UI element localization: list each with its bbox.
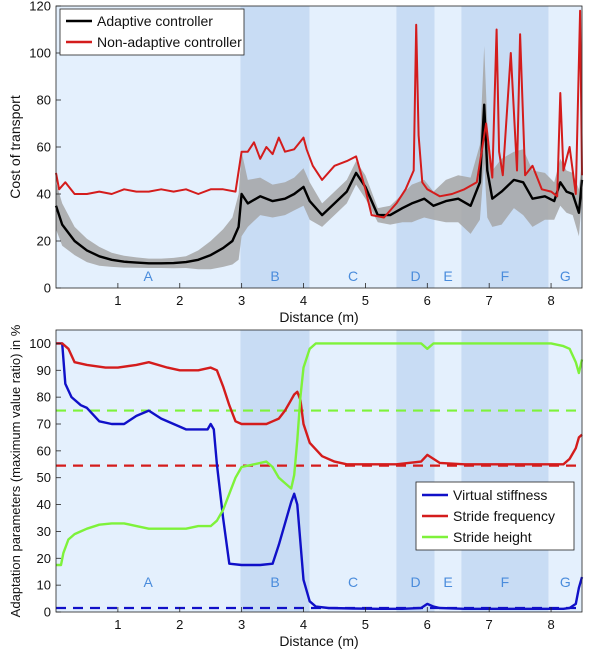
- region-label-b: B: [270, 268, 279, 284]
- y-tick-label: 60: [37, 140, 51, 155]
- x-tick-label: 3: [238, 293, 245, 308]
- region-label-g: G: [560, 574, 571, 590]
- adaptive-controller-band: [56, 46, 582, 270]
- plot-frame: [55, 329, 583, 613]
- series-line-stride-height: [56, 342, 584, 567]
- x-tick-label: 4: [300, 293, 307, 308]
- region-label-d: D: [410, 574, 420, 590]
- y-tick-label: 30: [37, 524, 51, 539]
- region-g: [548, 330, 582, 612]
- y-tick-label: 20: [37, 234, 51, 249]
- y-tick-label: 0: [44, 281, 51, 296]
- y-tick-label: 80: [37, 93, 51, 108]
- x-tick-label: 7: [486, 293, 493, 308]
- region-label-b: B: [270, 574, 279, 590]
- x-tick-label: 6: [424, 617, 431, 632]
- region-label-f: F: [501, 268, 510, 284]
- legend: Adaptive controller Non-adaptive control…: [59, 8, 245, 56]
- legend-label-stride-frequency: Stride frequency: [453, 508, 555, 524]
- x-tick-label: 1: [114, 617, 121, 632]
- region-e: [434, 6, 462, 288]
- x-axis-label: Distance (m): [279, 633, 358, 649]
- cost-of-transport-chart: A B C D E F G 1 2 3 4 5 6 7 8 0 20 40 60 80 100 120 Distanc…: [7, 0, 584, 325]
- y-tick-label: 120: [29, 0, 51, 14]
- x-tick-label: 4: [300, 617, 307, 632]
- region-label-d: D: [410, 268, 420, 284]
- series-line-adaptive-controller: [54, 103, 584, 265]
- region-label-e: E: [443, 574, 452, 590]
- y-tick-label: 10: [37, 578, 51, 593]
- x-axis-label: Distance (m): [279, 309, 358, 325]
- x-axis-ticks: 1 2 3 4 5 6 7 8: [114, 607, 555, 632]
- x-tick-label: 2: [176, 617, 183, 632]
- region-e: [434, 330, 462, 612]
- legend-label-stride-height: Stride height: [453, 529, 532, 545]
- y-tick-label: 40: [37, 497, 51, 512]
- x-tick-label: 6: [424, 293, 431, 308]
- x-tick-label: 2: [176, 293, 183, 308]
- y-tick-label: 70: [37, 417, 51, 432]
- x-tick-label: 7: [486, 617, 493, 632]
- x-tick-label: 8: [547, 617, 554, 632]
- y-tick-label: 40: [37, 187, 51, 202]
- x-tick-label: 5: [362, 293, 369, 308]
- x-tick-label: 1: [114, 293, 121, 308]
- y-tick-label: 50: [37, 470, 51, 485]
- region-label-f: F: [501, 574, 510, 590]
- y-tick-label: 0: [44, 605, 51, 620]
- y-axis-ticks: 0 10 20 30 40 50 60 70 80 90 100: [29, 336, 61, 620]
- y-tick-label: 100: [29, 46, 51, 61]
- y-tick-label: 20: [37, 551, 51, 566]
- x-tick-label: 8: [547, 293, 554, 308]
- y-tick-label: 80: [37, 390, 51, 405]
- y-tick-label: 100: [29, 336, 51, 351]
- adaptive-variance-band: [56, 46, 582, 270]
- y-axis-ticks: 0 20 40 60 80 100 120: [29, 0, 61, 296]
- region-f: [461, 330, 549, 612]
- series-lines: [56, 342, 584, 610]
- series-line-virtual-stiffness: [56, 342, 584, 610]
- region-a: [56, 330, 241, 612]
- region-c: [309, 6, 397, 288]
- legend-box: [59, 8, 245, 56]
- x-tick-label: 5: [362, 617, 369, 632]
- region-label-a: A: [144, 574, 154, 590]
- y-tick-label: 60: [37, 443, 51, 458]
- region-label-a: A: [144, 268, 154, 284]
- terrain-regions: A B C D E F G: [56, 330, 582, 612]
- region-label-e: E: [443, 268, 452, 284]
- legend-label-adaptive: Adaptive controller: [97, 13, 213, 29]
- series-lines: [54, 9, 584, 265]
- x-axis-ticks: 1 2 3 4 5 6 7 8: [114, 283, 555, 308]
- legend: Virtual stiffness Stride frequency Strid…: [415, 481, 575, 551]
- legend-label-non-adaptive: Non-adaptive controller: [97, 34, 242, 50]
- x-tick-label: 3: [238, 617, 245, 632]
- series-line-non-adaptive-controller: [55, 9, 583, 219]
- y-tick-label: 90: [37, 363, 51, 378]
- region-label-c: C: [348, 268, 358, 284]
- region-label-c: C: [348, 574, 358, 590]
- y-axis-label: Adaptation parameters (maximum value rat…: [8, 324, 23, 617]
- region-label-g: G: [560, 268, 571, 284]
- region-c: [309, 330, 397, 612]
- y-axis-label: Cost of transport: [7, 95, 23, 199]
- series-line-stride-frequency: [56, 342, 583, 466]
- region-d: [396, 330, 435, 612]
- legend-label-virtual-stiffness: Virtual stiffness: [453, 487, 547, 503]
